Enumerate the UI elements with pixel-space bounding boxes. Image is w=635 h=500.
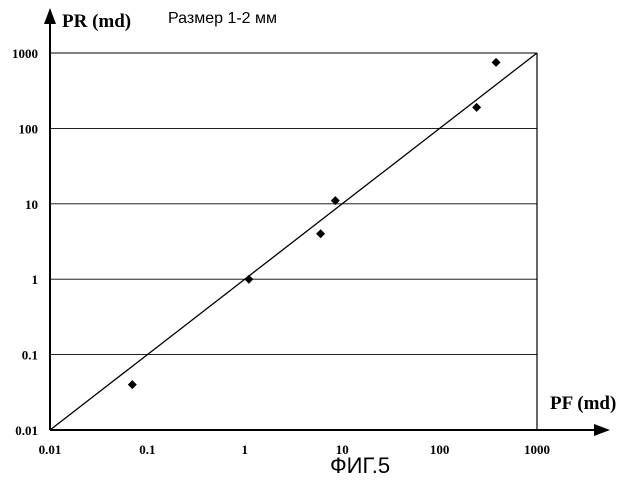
data-point <box>244 275 253 284</box>
x-tick-labels: 0.010.11101001000 <box>39 442 550 457</box>
data-point <box>472 103 481 112</box>
reference-line <box>50 53 537 430</box>
x-tick-label: 0.01 <box>39 442 62 457</box>
y-tick-labels: 0.01 0.1 1 10 100 1000 <box>12 46 38 438</box>
x-axis-arrow <box>594 424 610 436</box>
x-axis-label: PF (md) <box>550 393 616 414</box>
x-tick-label: 1000 <box>524 442 550 457</box>
y-tick-label: 0.1 <box>22 348 38 363</box>
y-axis-arrow <box>44 8 56 24</box>
x-tick-label: 1 <box>242 442 249 457</box>
chart-title: Размер 1-2 мм <box>168 10 277 27</box>
data-points <box>128 58 501 389</box>
y-tick-label: 1 <box>32 272 39 287</box>
y-tick-label: 1000 <box>12 46 38 61</box>
data-point <box>316 229 325 238</box>
x-tick-label: 0.1 <box>139 442 155 457</box>
grid-lines <box>50 53 537 355</box>
y-tick-label: 0.01 <box>15 423 38 438</box>
figure-caption: ФИГ.5 <box>330 453 390 478</box>
data-point <box>128 380 137 389</box>
y-tick-label: 100 <box>19 121 39 136</box>
y-tick-label: 10 <box>25 197 38 212</box>
data-point <box>492 58 501 67</box>
y-axis-label: PR (md) <box>62 11 131 32</box>
x-tick-label: 100 <box>430 442 450 457</box>
